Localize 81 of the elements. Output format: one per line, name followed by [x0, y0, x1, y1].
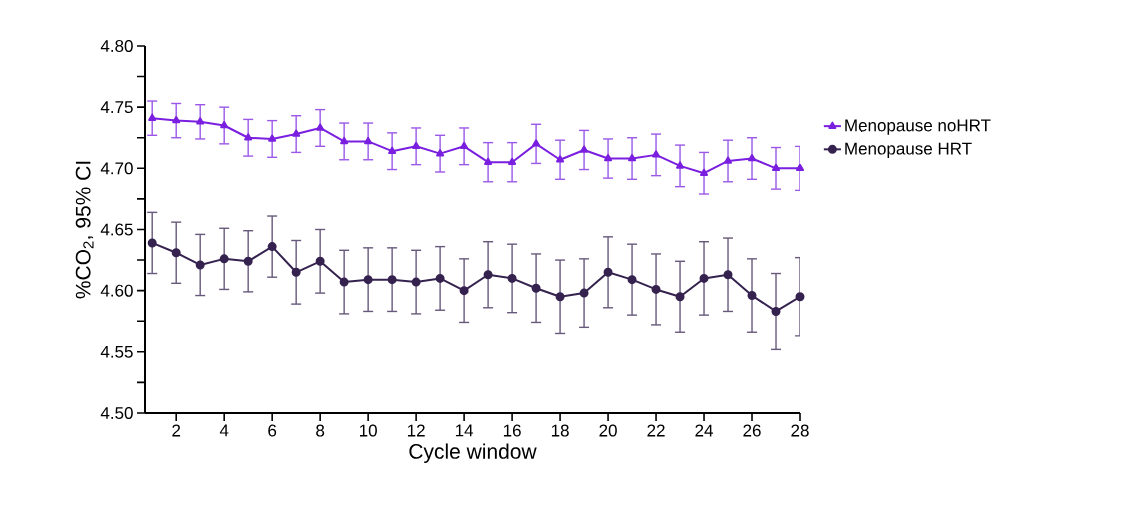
x-tick-label: 2 [172, 424, 181, 437]
x-tick-label: 6 [268, 424, 277, 437]
point [627, 275, 637, 285]
point [507, 273, 517, 283]
point [747, 154, 757, 162]
point [315, 256, 325, 266]
y-tick-label: 4.55 [100, 345, 133, 358]
point [675, 292, 685, 302]
x-tick-label: 24 [695, 424, 713, 437]
point [532, 139, 541, 147]
x-tick-label: 16 [503, 424, 521, 437]
point [195, 260, 205, 270]
point [771, 163, 781, 172]
point [147, 238, 157, 248]
point [628, 154, 637, 162]
point [556, 155, 565, 163]
point [411, 277, 421, 287]
y-tick-label: 4.65 [100, 223, 133, 236]
x-tick-label: 14 [455, 424, 474, 437]
point [795, 163, 805, 172]
x-tick-label: 10 [359, 424, 377, 437]
point [771, 306, 781, 316]
x-tick-label: 22 [647, 424, 665, 437]
point [484, 157, 493, 165]
point [316, 123, 325, 131]
point [555, 292, 565, 302]
point [700, 168, 709, 176]
x-tick-label: 8 [316, 424, 325, 437]
point [268, 134, 277, 142]
point [652, 150, 661, 158]
y-tick-label: 4.70 [100, 162, 133, 175]
x-tick-label: 28 [791, 424, 809, 437]
point [723, 270, 733, 280]
point [676, 161, 685, 169]
x-axis-title: Cycle window [409, 443, 537, 463]
point [220, 121, 229, 129]
point [603, 267, 613, 277]
point [412, 141, 421, 150]
point [795, 292, 805, 302]
y-tick-label: 4.50 [100, 406, 133, 420]
point [604, 154, 613, 162]
point [171, 248, 181, 258]
point [292, 129, 301, 137]
legend-label: Menopause HRT [845, 142, 972, 158]
point [651, 284, 661, 294]
point [460, 141, 469, 150]
y-tick-label: 4.60 [100, 284, 133, 297]
point [291, 267, 301, 277]
y-tick-label: 4.75 [100, 101, 133, 114]
legend-label: Menopause noHRT [845, 119, 991, 135]
point [699, 273, 709, 283]
point [363, 275, 373, 285]
x-tick-label: 12 [407, 424, 425, 437]
point [579, 288, 589, 298]
point [364, 136, 373, 145]
point [747, 291, 757, 301]
y-axis-title: %CO$_{2}$, 95% CI [75, 161, 94, 299]
point [435, 273, 445, 283]
x-tick-label: 18 [551, 424, 569, 437]
point [172, 116, 181, 124]
point [340, 136, 349, 145]
point [459, 286, 469, 296]
point [148, 113, 157, 121]
point [196, 117, 205, 125]
point [244, 133, 253, 141]
point [436, 149, 445, 157]
x-tick-label: 4 [219, 424, 229, 437]
point [723, 156, 733, 164]
point [387, 275, 397, 285]
y-tick-label: 4.80 [100, 39, 133, 53]
point [388, 146, 397, 154]
point [219, 254, 229, 264]
point [508, 157, 517, 165]
point [483, 270, 493, 280]
point [267, 242, 277, 252]
point [531, 283, 541, 293]
point [243, 256, 253, 266]
x-tick-label: 26 [743, 424, 761, 437]
point [580, 145, 589, 153]
point [339, 277, 349, 287]
x-tick-label: 20 [599, 424, 617, 437]
